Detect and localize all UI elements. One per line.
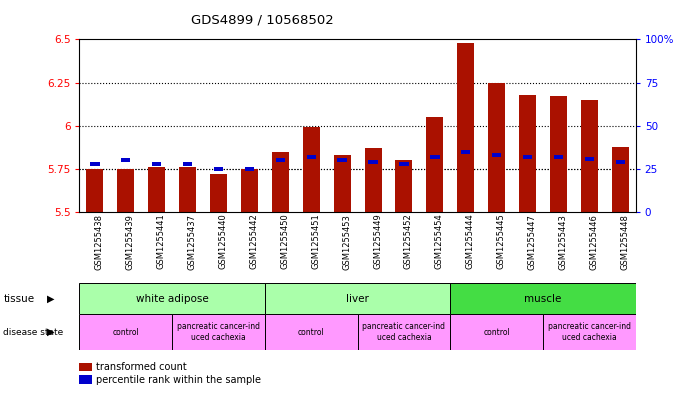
Bar: [523, 155, 532, 159]
Bar: [365, 148, 381, 212]
Text: ▶: ▶: [47, 327, 55, 337]
Text: control: control: [113, 328, 139, 336]
Text: GSM1255447: GSM1255447: [527, 214, 536, 270]
Text: GSM1255445: GSM1255445: [497, 214, 506, 269]
Text: disease state: disease state: [3, 328, 64, 336]
Bar: [210, 174, 227, 212]
Bar: [79, 314, 172, 350]
Text: GSM1255440: GSM1255440: [218, 214, 227, 269]
Bar: [276, 158, 285, 162]
Text: GSM1255443: GSM1255443: [558, 214, 567, 270]
Bar: [214, 167, 223, 171]
Bar: [492, 153, 502, 157]
Bar: [553, 155, 563, 159]
Text: GSM1255438: GSM1255438: [95, 214, 104, 270]
Bar: [117, 169, 134, 212]
Bar: [616, 160, 625, 164]
Text: GSM1255450: GSM1255450: [281, 214, 290, 269]
Text: control: control: [298, 328, 325, 336]
Bar: [307, 155, 316, 159]
Text: ▶: ▶: [47, 294, 55, 304]
Bar: [585, 157, 594, 160]
Text: GSM1255453: GSM1255453: [342, 214, 351, 270]
Text: GSM1255448: GSM1255448: [621, 214, 630, 270]
Text: GSM1255441: GSM1255441: [157, 214, 166, 269]
Text: GSM1255452: GSM1255452: [404, 214, 413, 269]
Bar: [543, 314, 636, 350]
Text: GSM1255451: GSM1255451: [311, 214, 320, 269]
Text: pancreatic cancer-ind
uced cachexia: pancreatic cancer-ind uced cachexia: [548, 322, 631, 342]
Text: GSM1255449: GSM1255449: [373, 214, 382, 269]
Text: GSM1255437: GSM1255437: [188, 214, 197, 270]
Bar: [395, 160, 413, 212]
Text: liver: liver: [346, 294, 369, 304]
Bar: [149, 167, 165, 212]
Text: GSM1255439: GSM1255439: [126, 214, 135, 270]
Text: control: control: [483, 328, 510, 336]
Bar: [430, 155, 439, 159]
Bar: [358, 314, 451, 350]
Text: muscle: muscle: [524, 294, 562, 304]
Bar: [488, 83, 505, 212]
Bar: [172, 314, 265, 350]
Bar: [272, 152, 289, 212]
Bar: [265, 283, 451, 314]
Bar: [451, 283, 636, 314]
Text: pancreatic cancer-ind
uced cachexia: pancreatic cancer-ind uced cachexia: [177, 322, 260, 342]
Bar: [451, 314, 543, 350]
Text: GDS4899 / 10568502: GDS4899 / 10568502: [191, 14, 334, 27]
Bar: [245, 167, 254, 171]
Bar: [86, 169, 104, 212]
Bar: [581, 100, 598, 212]
Bar: [426, 117, 444, 212]
Text: GSM1255442: GSM1255442: [249, 214, 258, 269]
Bar: [183, 162, 192, 166]
Bar: [337, 158, 347, 162]
Bar: [334, 155, 350, 212]
Bar: [457, 43, 474, 212]
Bar: [152, 162, 162, 166]
Bar: [241, 169, 258, 212]
Bar: [399, 162, 408, 166]
Bar: [461, 150, 471, 154]
Text: GSM1255454: GSM1255454: [435, 214, 444, 269]
Bar: [179, 167, 196, 212]
Text: pancreatic cancer-ind
uced cachexia: pancreatic cancer-ind uced cachexia: [363, 322, 446, 342]
Bar: [550, 96, 567, 212]
Bar: [303, 127, 320, 212]
Text: percentile rank within the sample: percentile rank within the sample: [96, 375, 261, 385]
Bar: [91, 162, 100, 166]
Text: transformed count: transformed count: [96, 362, 187, 372]
Text: white adipose: white adipose: [136, 294, 209, 304]
Text: GSM1255444: GSM1255444: [466, 214, 475, 269]
Text: tissue: tissue: [3, 294, 35, 304]
Bar: [519, 95, 536, 212]
Bar: [368, 160, 378, 164]
Bar: [612, 147, 629, 212]
Bar: [265, 314, 358, 350]
Text: GSM1255446: GSM1255446: [589, 214, 598, 270]
Bar: [121, 158, 131, 162]
Bar: [79, 283, 265, 314]
